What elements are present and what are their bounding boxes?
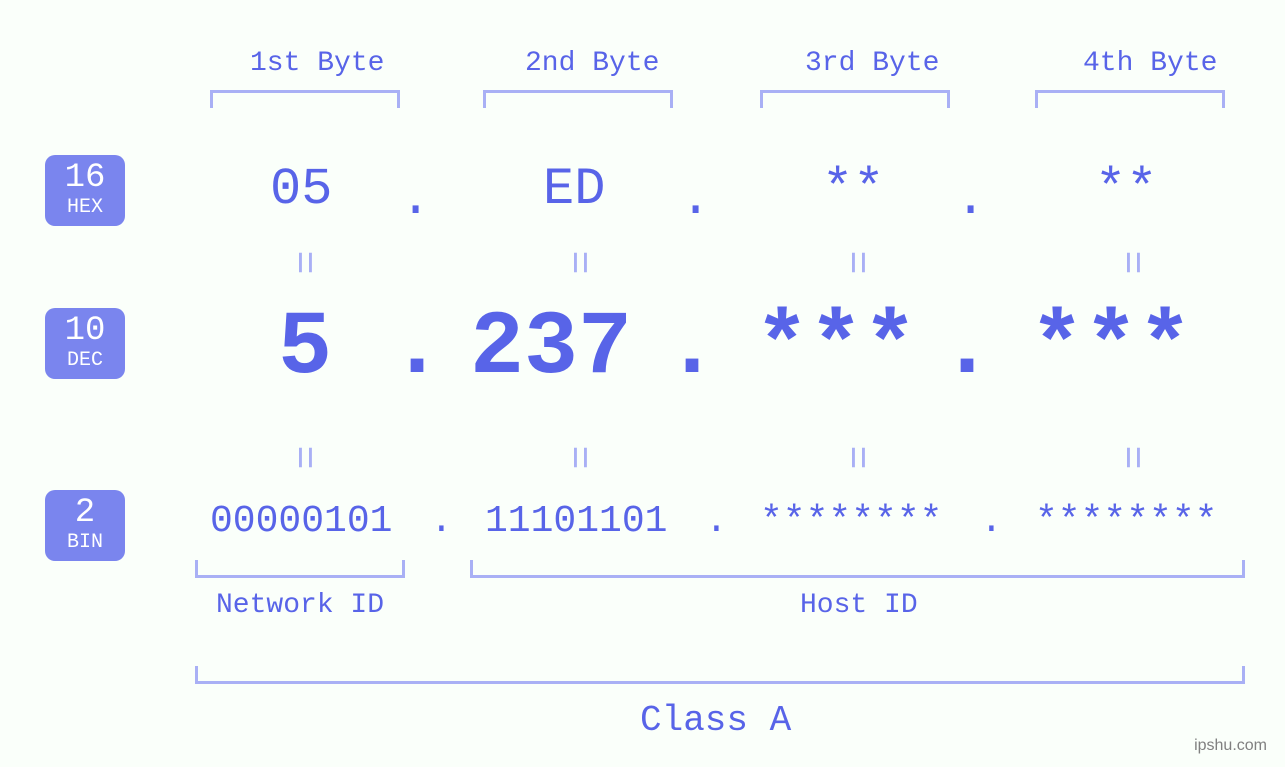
hex-dot-1: . [400, 170, 431, 229]
byte-header-3: 3rd Byte [805, 48, 939, 79]
eq-1-1: = [280, 250, 325, 274]
dec-dot-1: . [390, 298, 444, 400]
hex-dot-2: . [680, 170, 711, 229]
eq-1-3: = [833, 250, 878, 274]
bin-dot-3: . [980, 500, 1003, 543]
byte-header-1: 1st Byte [250, 48, 384, 79]
eq-2-2: = [555, 445, 600, 469]
eq-2-4: = [1108, 445, 1153, 469]
bin-dot-2: . [705, 500, 728, 543]
byte-header-4: 4th Byte [1083, 48, 1217, 79]
badge-dec-num: 10 [45, 314, 125, 350]
bin-byte-3: ******** [760, 500, 942, 543]
bin-byte-1: 00000101 [210, 500, 392, 543]
network-id-bracket [195, 560, 405, 578]
eq-2-1: = [280, 445, 325, 469]
badge-hex-label: HEX [45, 197, 125, 218]
byte-header-2: 2nd Byte [525, 48, 659, 79]
eq-1-2: = [555, 250, 600, 274]
class-bracket [195, 666, 1245, 684]
network-id-label: Network ID [216, 590, 384, 621]
class-label: Class A [640, 700, 791, 741]
dec-byte-1: 5 [278, 298, 332, 400]
hex-byte-1: 05 [270, 160, 332, 219]
top-bracket-3 [760, 90, 950, 108]
badge-bin: 2 BIN [45, 490, 125, 561]
badge-hex: 16 HEX [45, 155, 125, 226]
hex-byte-3: ** [822, 160, 884, 219]
hex-dot-3: . [955, 170, 986, 229]
bin-byte-4: ******** [1035, 500, 1217, 543]
dec-dot-2: . [665, 298, 719, 400]
host-id-label: Host ID [800, 590, 918, 621]
dec-dot-3: . [940, 298, 994, 400]
eq-1-4: = [1108, 250, 1153, 274]
dec-byte-2: 237 [470, 298, 632, 400]
bin-byte-2: 11101101 [485, 500, 667, 543]
bin-dot-1: . [430, 500, 453, 543]
badge-bin-label: BIN [45, 532, 125, 553]
top-bracket-1 [210, 90, 400, 108]
badge-dec-label: DEC [45, 350, 125, 371]
top-bracket-2 [483, 90, 673, 108]
dec-byte-3: *** [755, 298, 917, 400]
hex-byte-4: ** [1095, 160, 1157, 219]
eq-2-3: = [833, 445, 878, 469]
hex-byte-2: ED [543, 160, 605, 219]
badge-bin-num: 2 [45, 496, 125, 532]
watermark: ipshu.com [1194, 737, 1267, 755]
host-id-bracket [470, 560, 1245, 578]
dec-byte-4: *** [1030, 298, 1192, 400]
badge-dec: 10 DEC [45, 308, 125, 379]
top-bracket-4 [1035, 90, 1225, 108]
badge-hex-num: 16 [45, 161, 125, 197]
